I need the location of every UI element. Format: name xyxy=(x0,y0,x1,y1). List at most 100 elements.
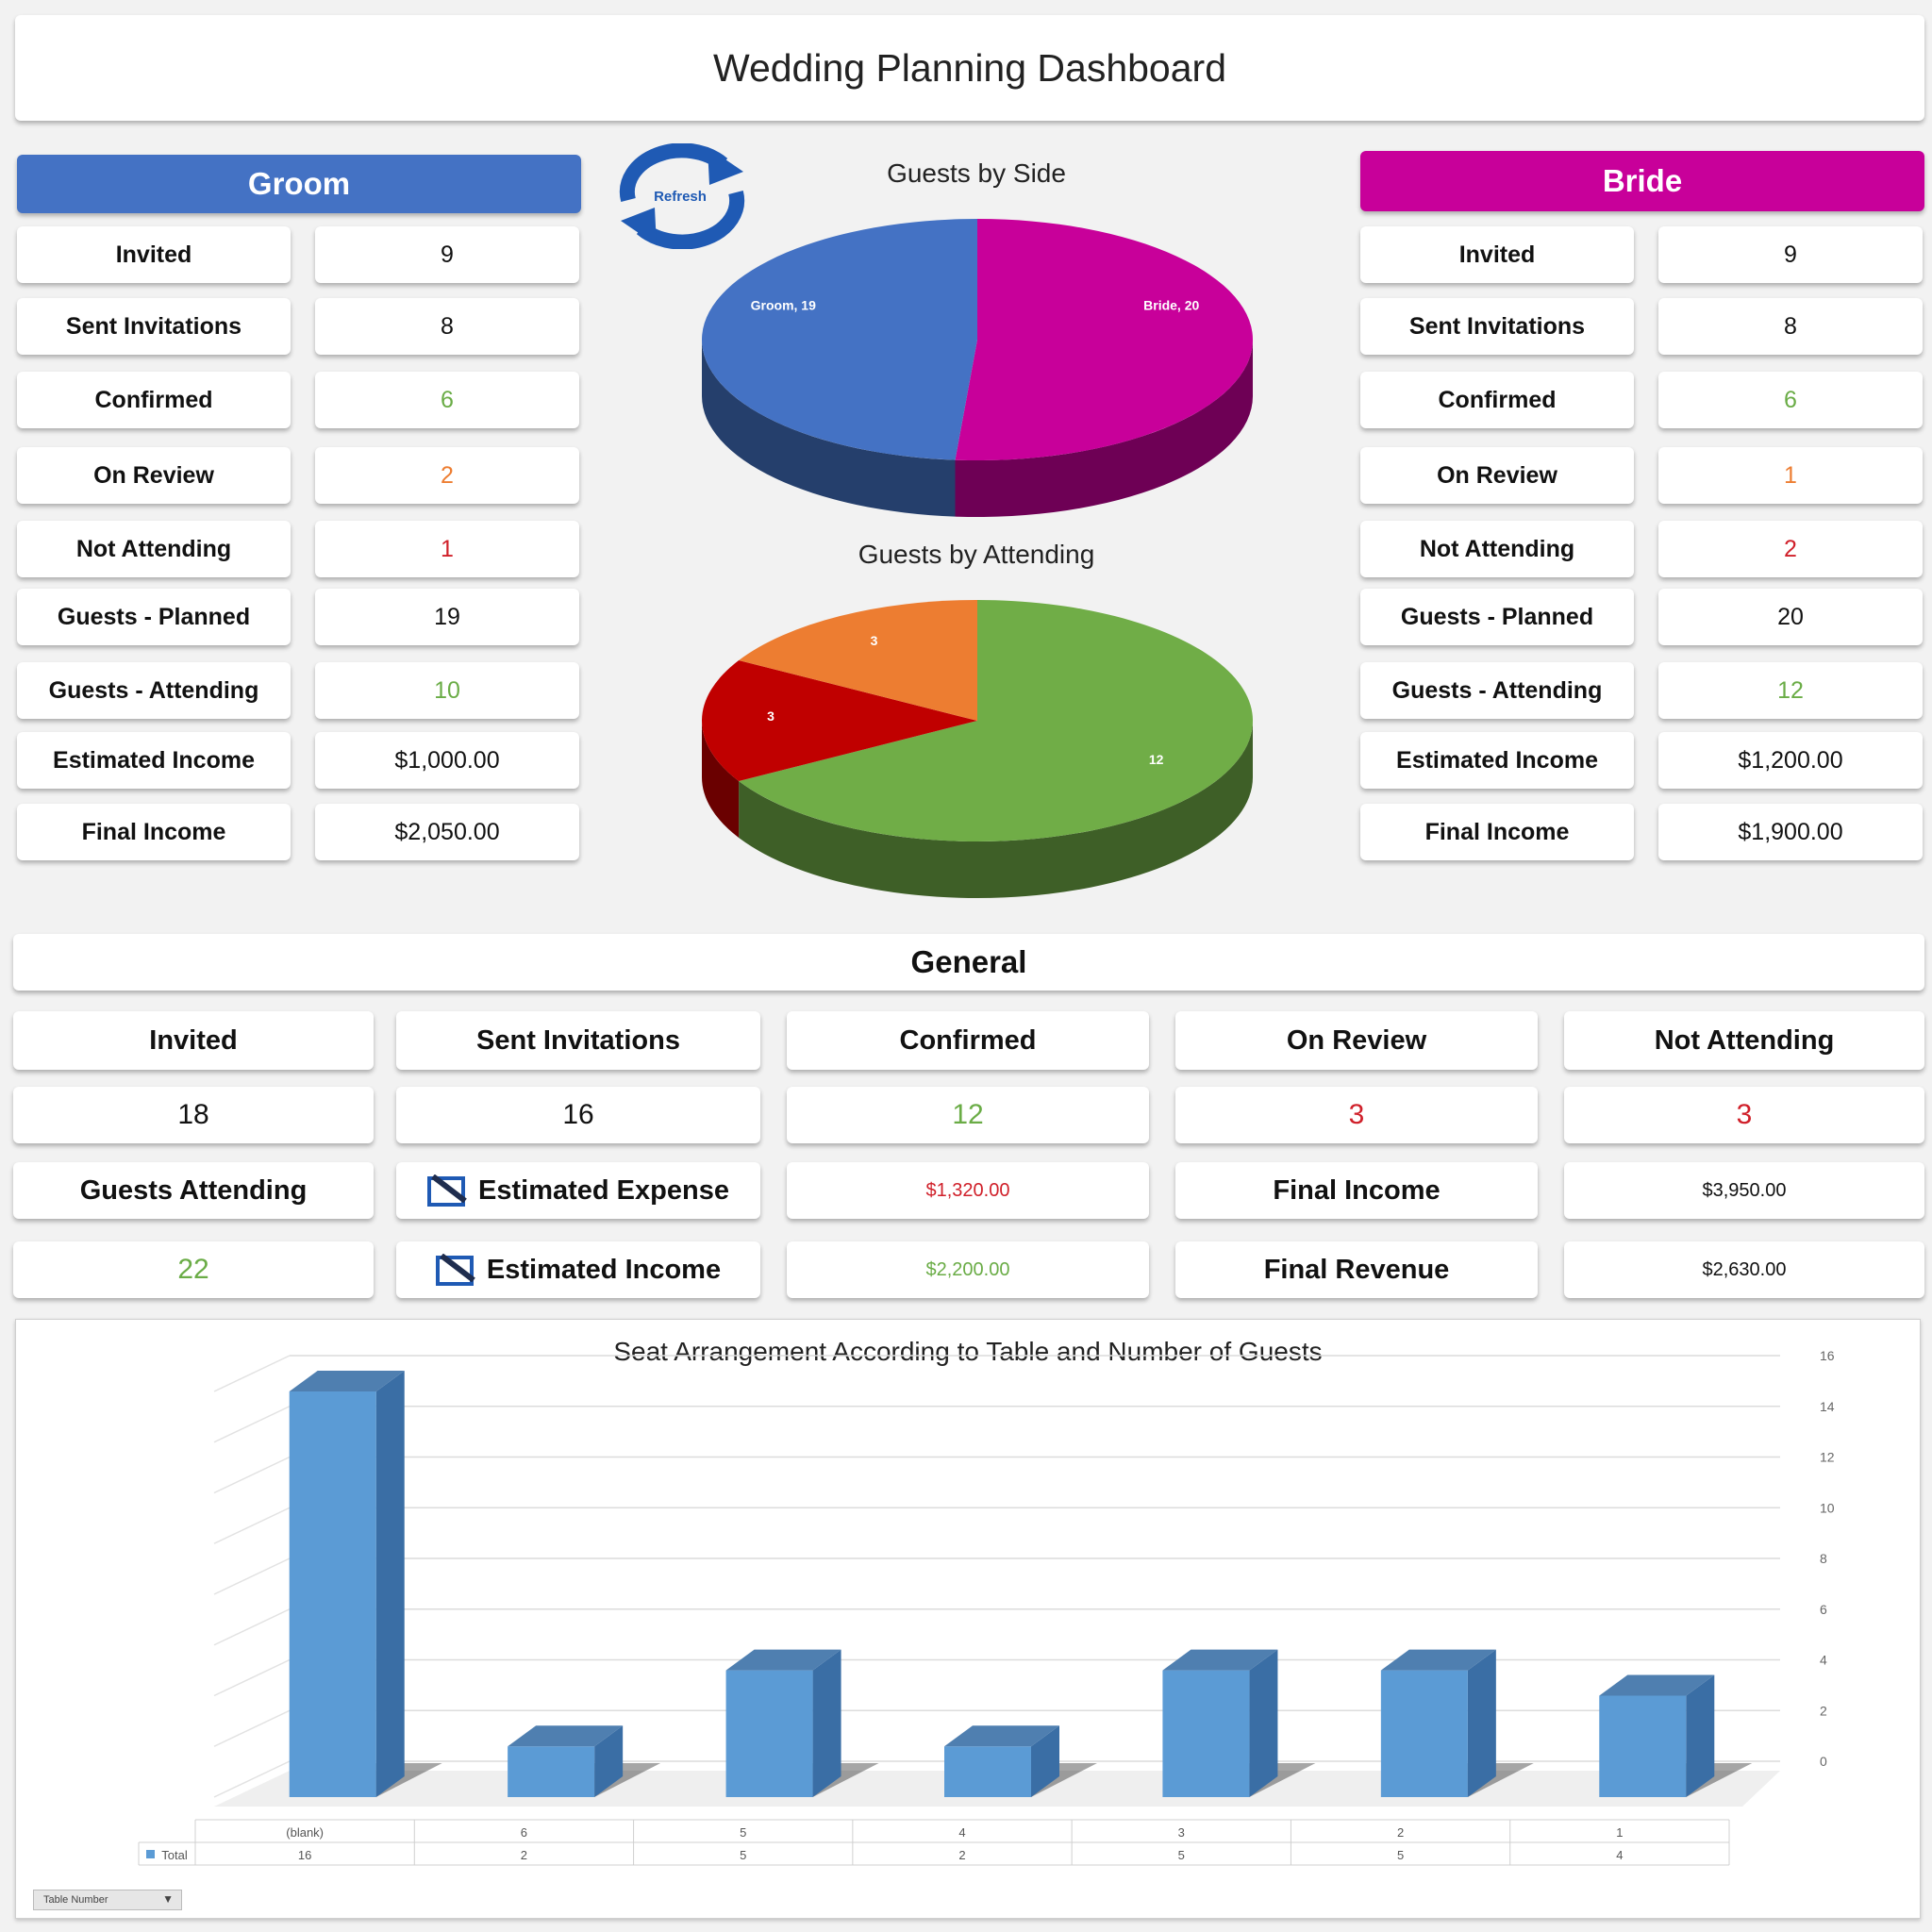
bar xyxy=(944,1746,1031,1797)
bride-label-text: Confirmed xyxy=(1438,386,1557,413)
y-tick-label: 2 xyxy=(1820,1703,1827,1718)
bar-top xyxy=(508,1725,624,1747)
bar-top xyxy=(289,1371,405,1391)
general-value-text: 3 xyxy=(1736,1099,1753,1130)
pie-slice-side xyxy=(739,721,1253,898)
pie-chart-guests-by-attending: 12 3 3 xyxy=(702,600,1253,898)
bride-label-text: Estimated Income xyxy=(1396,746,1598,774)
pie-side-title: Guests by Side xyxy=(887,158,1066,188)
legend-key xyxy=(146,1850,155,1858)
bar-side xyxy=(375,1371,405,1797)
general-label-2: Confirmed xyxy=(787,1011,1149,1070)
bride-value-text: 8 xyxy=(1784,312,1797,340)
groom-value-7: $1,000.00 xyxy=(315,732,579,789)
general-value-text: 18 xyxy=(177,1099,209,1130)
bride-label-5: Guests - Planned xyxy=(1360,589,1634,645)
side-gridline xyxy=(213,1507,291,1544)
side-gridline xyxy=(213,1355,291,1392)
bride-label-6: Guests - Attending xyxy=(1360,662,1634,719)
general-label-0: Invited xyxy=(13,1011,374,1070)
refresh-arrow-top-icon xyxy=(619,143,728,203)
groom-label-text: Not Attending xyxy=(75,535,232,562)
bar-chart-title: Seat Arrangement According to Table and … xyxy=(613,1337,1323,1366)
bride-value-text: 9 xyxy=(1784,241,1797,268)
refresh-button[interactable]: Refresh xyxy=(611,143,753,249)
page-title: Wedding Planning Dashboard xyxy=(712,45,1226,90)
bride-value-text: $1,200.00 xyxy=(1738,746,1843,774)
bride-label-text: Sent Invitations xyxy=(1408,312,1586,340)
final-revenue-label: Final Revenue xyxy=(1175,1241,1538,1298)
general-label-text: Confirmed xyxy=(899,1024,1037,1056)
bride-label-1: Sent Invitations xyxy=(1360,298,1634,355)
general-value-3: 3 xyxy=(1175,1087,1538,1143)
x-category-label: 4 xyxy=(958,1825,965,1840)
groom-label-text: Sent Invitations xyxy=(65,312,242,340)
x-category-label: 2 xyxy=(1397,1825,1404,1840)
table-number-filter-button[interactable]: Table Number ▼ xyxy=(33,1890,182,1910)
bar xyxy=(289,1391,376,1797)
general-header-label: General xyxy=(910,944,1027,979)
general-value-2: 12 xyxy=(787,1087,1149,1143)
groom-label-text: Estimated Income xyxy=(53,746,255,774)
general-label-text: Sent Invitations xyxy=(476,1024,680,1056)
bride-value-text: 12 xyxy=(1777,676,1804,704)
groom-label-text: On Review xyxy=(93,461,214,489)
groom-label-text: Confirmed xyxy=(94,386,213,413)
bride-value-2: 6 xyxy=(1658,372,1923,428)
pie-slice-side xyxy=(955,340,1253,517)
final-revenue-value: $2,630.00 xyxy=(1564,1241,1924,1298)
groom-label-text: Invited xyxy=(115,241,192,268)
groom-value-5: 19 xyxy=(315,589,579,645)
dropdown-arrow-icon: ▼ xyxy=(162,1892,174,1906)
groom-label-2: Confirmed xyxy=(17,372,291,428)
general-label-4: Not Attending xyxy=(1564,1011,1924,1070)
pie-chart-guests-by-side: Bride, 20 Groom, 19 xyxy=(702,219,1253,517)
groom-value-1: 8 xyxy=(315,298,579,355)
final-income-amount: $3,950.00 xyxy=(1702,1179,1787,1201)
bar xyxy=(508,1746,595,1797)
bride-label-2: Confirmed xyxy=(1360,372,1634,428)
bride-label-text: Final Income xyxy=(1424,818,1570,845)
seat-arrangement-panel: Seat Arrangement According to Table and … xyxy=(15,1319,1921,1919)
bride-label-text: Guests - Attending xyxy=(1391,676,1603,704)
groom-label-1: Sent Invitations xyxy=(17,298,291,355)
bride-value-text: 20 xyxy=(1777,603,1804,630)
bar xyxy=(1162,1670,1250,1797)
groom-label-3: On Review xyxy=(17,447,291,504)
side-gridline xyxy=(213,1608,291,1646)
bar-top xyxy=(1599,1674,1715,1696)
bride-label-text: Not Attending xyxy=(1419,535,1575,562)
final-revenue-text: Final Revenue xyxy=(1263,1254,1450,1285)
bride-header: Bride xyxy=(1360,151,1924,211)
pie-data-label: 12 xyxy=(1149,752,1164,767)
side-gridline xyxy=(213,1456,291,1494)
pie-slice-side xyxy=(702,340,956,517)
table-value: 2 xyxy=(521,1848,527,1862)
groom-header-label: Groom xyxy=(247,166,351,201)
estimated-income-label[interactable]: Estimated Income xyxy=(396,1241,760,1298)
groom-value-text: 10 xyxy=(434,676,460,704)
groom-value-3: 2 xyxy=(315,447,579,504)
side-gridline xyxy=(213,1658,291,1697)
bride-label-0: Invited xyxy=(1360,226,1634,283)
refresh-arrowhead-top-icon xyxy=(708,147,743,185)
x-category-label: 6 xyxy=(521,1825,527,1840)
bride-label-4: Not Attending xyxy=(1360,521,1634,577)
groom-label-0: Invited xyxy=(17,226,291,283)
general-label-text: Invited xyxy=(149,1024,238,1056)
estimated-expense-amount: $1,320.00 xyxy=(925,1179,1010,1201)
general-value-text: 3 xyxy=(1348,1099,1365,1130)
bar-top xyxy=(944,1725,1059,1747)
x-category-label: 3 xyxy=(1178,1825,1185,1840)
edit-icon xyxy=(435,1254,475,1286)
pie-data-label: 3 xyxy=(871,633,878,648)
side-gridline xyxy=(213,1709,291,1747)
guests-attending-value: 22 xyxy=(13,1241,374,1298)
table-value: 5 xyxy=(740,1848,746,1862)
groom-label-text: Final Income xyxy=(81,818,226,845)
bride-value-8: $1,900.00 xyxy=(1658,804,1923,860)
estimated-expense-label[interactable]: Estimated Expense xyxy=(396,1162,760,1219)
bride-value-text: $1,900.00 xyxy=(1738,818,1843,845)
pie-slice xyxy=(739,600,1253,841)
table-value: 2 xyxy=(958,1848,965,1862)
